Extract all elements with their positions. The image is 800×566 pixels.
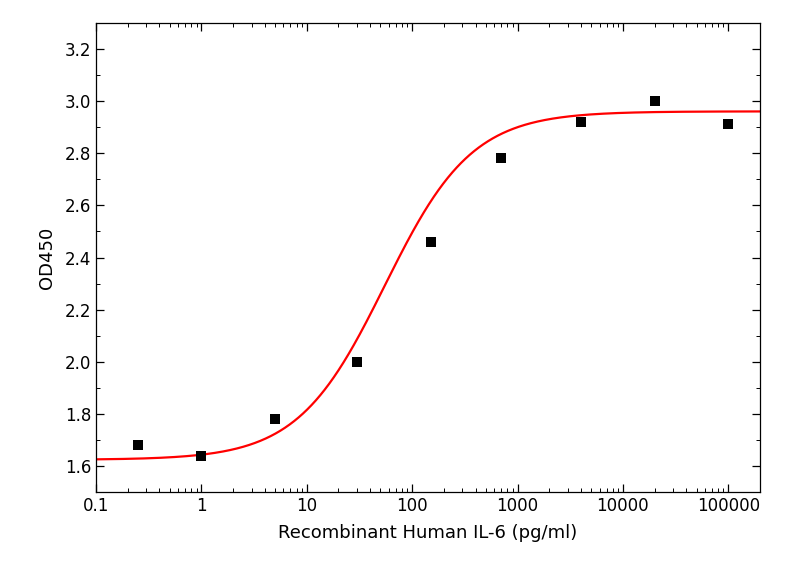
Point [424, 237, 437, 246]
Point [494, 154, 507, 163]
Point [269, 415, 282, 424]
Point [648, 96, 661, 105]
Y-axis label: OD450: OD450 [38, 226, 56, 289]
Point [350, 357, 363, 366]
Point [195, 451, 208, 460]
Point [722, 120, 734, 129]
X-axis label: Recombinant Human IL-6 (pg/ml): Recombinant Human IL-6 (pg/ml) [278, 524, 578, 542]
Point [131, 441, 144, 450]
Point [574, 117, 587, 126]
